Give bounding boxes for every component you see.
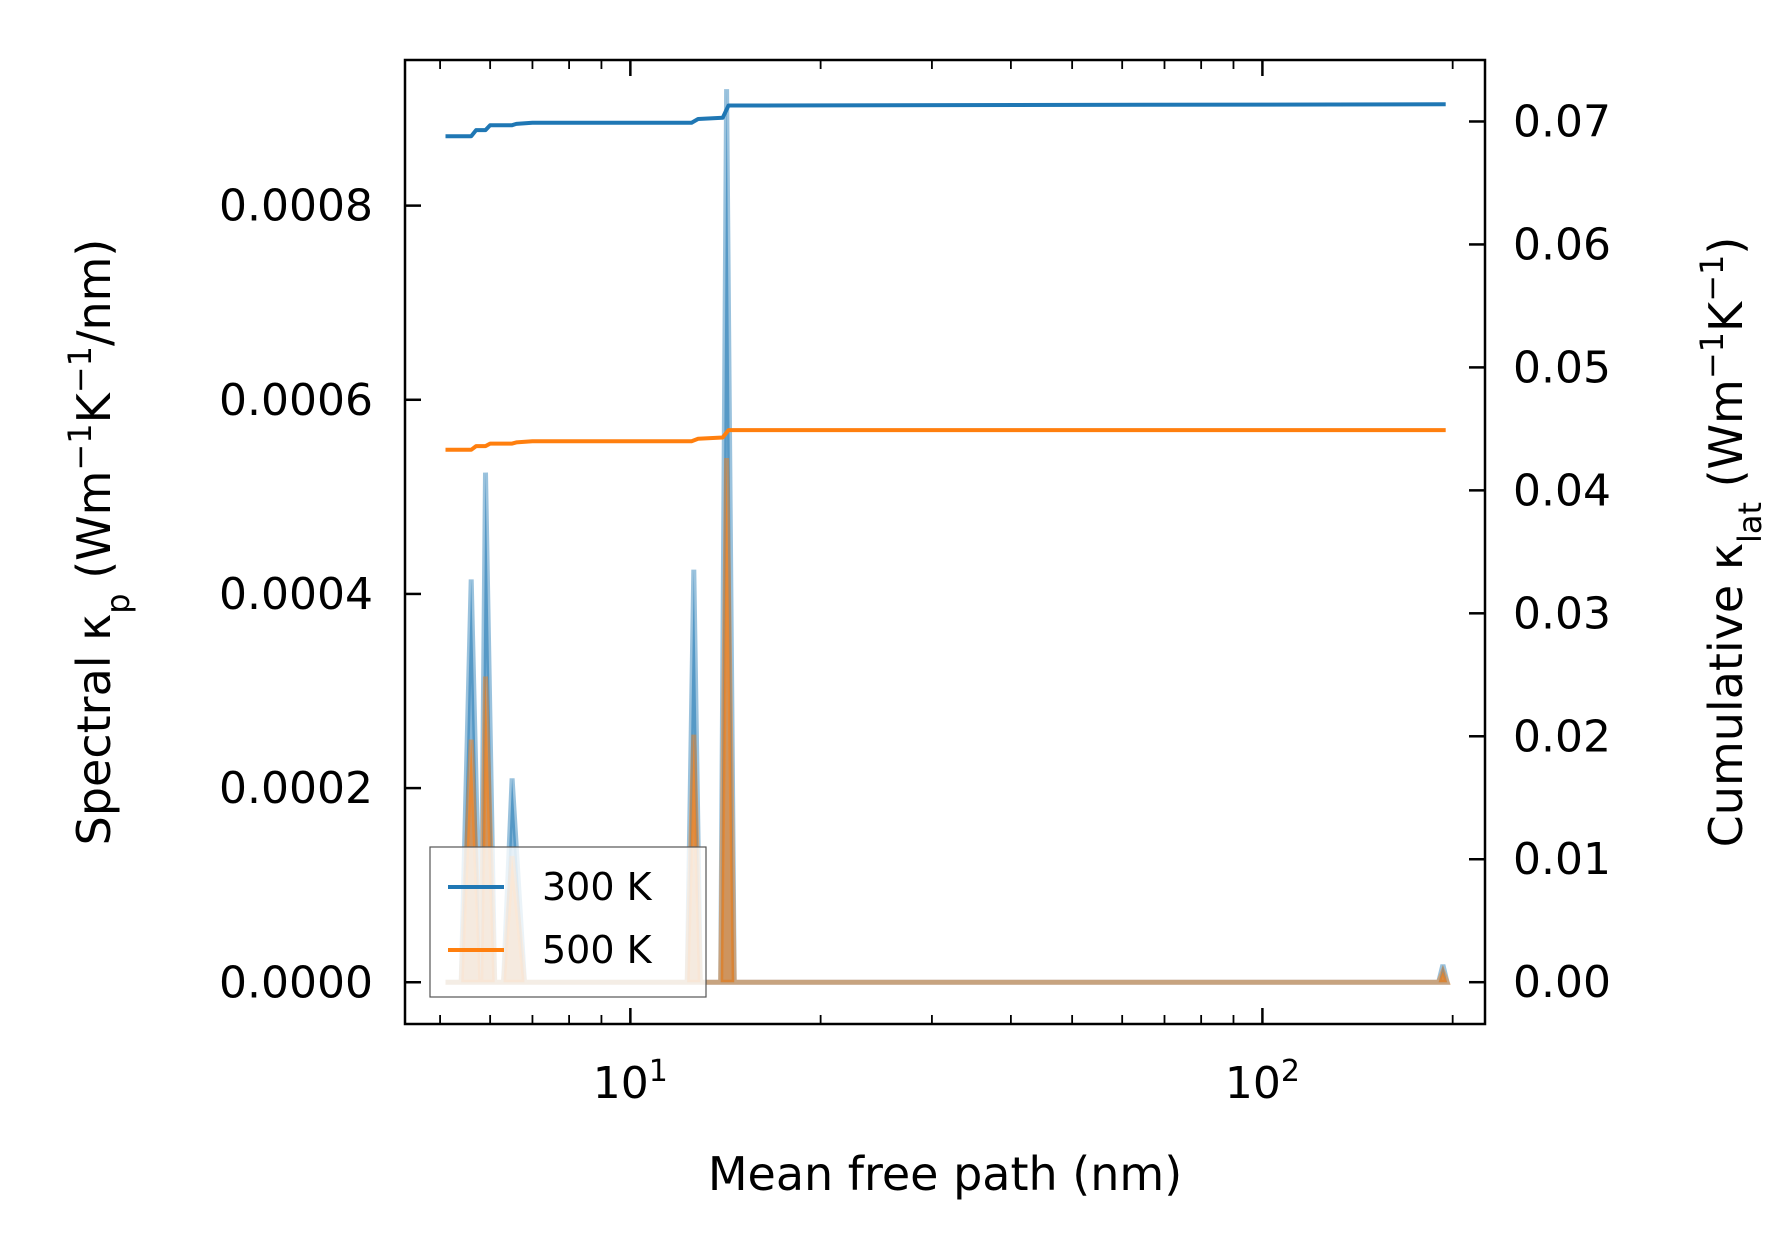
- cumulative-line-300k: [445, 102, 1446, 139]
- legend-label-300k: 300 K: [542, 865, 653, 909]
- legend: 300 K 500 K: [429, 846, 707, 998]
- x-axis-label: Mean free path (nm): [708, 1147, 1182, 1201]
- y-right-tick-label: 0.02: [1513, 711, 1611, 762]
- x-tick-label: 101: [593, 1054, 668, 1110]
- y-left-tick-label: 0.0000: [219, 957, 373, 1008]
- cumulative-layer: [445, 102, 1446, 452]
- y-right-tick-label: 0.04: [1513, 465, 1611, 516]
- legend-box: [429, 846, 707, 998]
- ticks-layer: 101 1020.00000.00020.00040.00060.00080.00…: [219, 60, 1611, 1109]
- legend-label-500k: 500 K: [542, 928, 653, 972]
- x-tick-label-base: 10: [593, 1058, 649, 1109]
- x-tick-label-exp: 2: [1281, 1054, 1300, 1089]
- y-right-tick-label: 0.06: [1513, 219, 1611, 270]
- x-tick-label-base: 10: [1225, 1058, 1281, 1109]
- y-axis-right-label: Cumulative κlat (Wm−1K−1): [1693, 237, 1769, 848]
- y-right-tick-label: 0.01: [1513, 834, 1611, 885]
- y-left-tick-label: 0.0004: [219, 569, 373, 620]
- y-axis-left-label: Spectral κp (Wm−1K−1/nm): [61, 239, 137, 846]
- y-right-tick-label: 0.03: [1513, 588, 1611, 639]
- y-left-tick-label: 0.0006: [219, 375, 373, 426]
- x-tick-label-exp: 1: [649, 1054, 668, 1089]
- y-left-tick-label: 0.0002: [219, 763, 373, 814]
- y-right-tick-label: 0.05: [1513, 342, 1611, 393]
- cumulative-line-500k: [445, 428, 1446, 452]
- x-tick-label: 102: [1225, 1054, 1300, 1110]
- plot-frame: [403, 58, 1487, 1026]
- y-right-tick-label: 0.07: [1513, 96, 1611, 147]
- y-right-tick-label: 0.00: [1513, 957, 1611, 1008]
- y-left-tick-label: 0.0008: [219, 181, 373, 232]
